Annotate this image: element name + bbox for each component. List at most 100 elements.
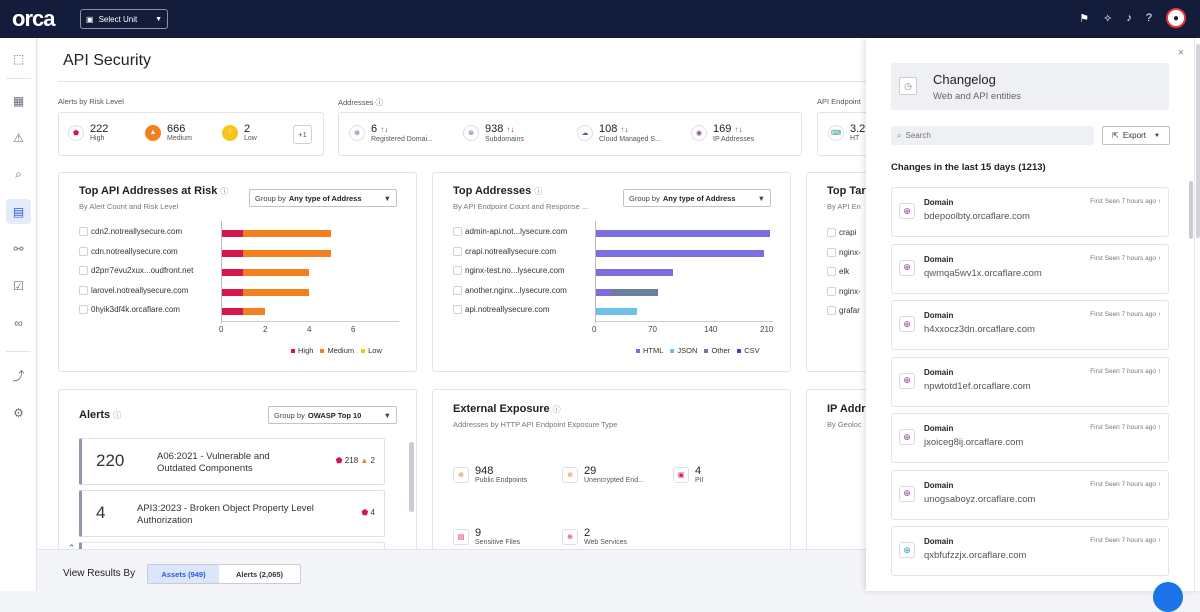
exposure-webservices[interactable]: ⊕ 2 Web Services: [562, 527, 627, 546]
sidebar-item-graph[interactable]: ⚯: [13, 241, 24, 256]
risk-medium[interactable]: ▲ 666 Medium: [145, 123, 192, 142]
top-risk-group-select[interactable]: Group by Any type of Address ▼: [249, 189, 397, 207]
bar-high[interactable]: [221, 250, 243, 257]
unlock-globe-icon: ⊕: [562, 466, 578, 483]
sidebar-item-settings[interactable]: ⚙: [13, 405, 24, 420]
changelog-item[interactable]: ⊕ Domain h4xxocz3dn.orcaflare.com First See…: [891, 300, 1169, 350]
chart-row-label[interactable]: d2prr7evu2xux...oudfront.net: [79, 266, 193, 275]
row-label: cdn.notreallysecure.com: [91, 247, 178, 256]
top-targets-row[interactable]: grafar: [827, 306, 860, 315]
bar-medium[interactable]: [243, 308, 265, 315]
legend-high: High: [291, 346, 313, 355]
sidebar-item-automation[interactable]: ⤴: [12, 369, 25, 383]
addr-ip[interactable]: ◉ 169 ↑↓ IP Addresses: [691, 123, 754, 143]
public-globe-icon: ⊕: [453, 466, 469, 483]
changelog-search[interactable]: ⌕: [891, 126, 1094, 145]
bar-segment[interactable]: [611, 289, 659, 296]
domain-icon: [79, 247, 88, 256]
changelog-item[interactable]: ⊕ Domain bdepoolbty.orcaflare.com First See…: [891, 187, 1169, 237]
bell-icon[interactable]: ♪: [1126, 12, 1132, 24]
bar-medium[interactable]: [243, 250, 331, 257]
help-icon[interactable]: ?: [1145, 12, 1152, 24]
domain-icon: [79, 266, 88, 275]
chart-row-label[interactable]: another.nginx...lysecure.com: [453, 286, 567, 295]
exposure-public[interactable]: ⊕ 948 Public Endpoints: [453, 465, 527, 484]
chart-row-label[interactable]: admin-api.not...lysecure.com: [453, 227, 567, 236]
sidebar-item-integrations[interactable]: ∞: [14, 315, 23, 330]
changelog-item[interactable]: ⊕ Domain unogsaboyz.orcaflare.com First See…: [891, 469, 1169, 520]
unit-select[interactable]: ▣ Select Unit ▼: [80, 9, 168, 29]
chat-button[interactable]: [1153, 582, 1183, 612]
risk-card[interactable]: ⬟ 222 High ▲ 666 Medium ! 2 Low +1: [58, 112, 324, 156]
y-axis: [595, 221, 596, 323]
changelog-item[interactable]: ⊕ Domain qxbfufzzjx.orcaflare.com First See…: [891, 526, 1169, 576]
globe-icon: ⊕: [899, 429, 915, 445]
bar-high[interactable]: [221, 230, 243, 237]
bar-segment[interactable]: [595, 269, 674, 276]
chart-row-label[interactable]: nginx-test.no...lysecure.com: [453, 266, 565, 275]
chart-row-label[interactable]: crapi.notreallysecure.com: [453, 247, 556, 256]
sidebar-item-compliance[interactable]: ☑: [13, 278, 24, 293]
alert-row[interactable]: 4 API3:2023 - Broken Object Property Lev…: [79, 490, 385, 537]
more-risk-button[interactable]: +1: [293, 125, 312, 144]
risk-high-value: 222: [90, 123, 109, 135]
changelog-item[interactable]: ⊕ Domain jxoiceg8ij.orcaflare.com First See…: [891, 413, 1169, 463]
top-targets-row[interactable]: nginx-: [827, 248, 861, 257]
exposure-sensitive[interactable]: ▤ 9 Sensitive Files: [453, 527, 520, 546]
sidebar-item-cube[interactable]: ⬚: [12, 51, 25, 66]
flag-icon[interactable]: ⚑: [1079, 12, 1090, 25]
avatar[interactable]: ●: [1166, 8, 1186, 28]
top-addresses-group-select[interactable]: Group by Any type of Address ▼: [623, 189, 771, 207]
export-button[interactable]: ⇱ Export ▼: [1102, 126, 1170, 145]
alert-row[interactable]: 220 A06:2021 - Vulnerable and Outdated Co…: [79, 438, 385, 485]
sidebar-item-search[interactable]: ⌕: [15, 167, 22, 181]
bar-segment[interactable]: [595, 289, 611, 296]
top-targets-row[interactable]: elk: [827, 267, 849, 276]
sidebar-item-api[interactable]: ▤: [6, 199, 31, 224]
panel-scrollbar[interactable]: [1189, 181, 1193, 239]
search-input[interactable]: [905, 131, 1076, 140]
endpoints-card[interactable]: ⌨ 3.2 HT: [817, 112, 866, 156]
addr-cloud[interactable]: ☁ 108 ↑↓ Cloud Managed S...: [577, 123, 661, 143]
addresses-card[interactable]: ⊕ 6 ↑↓ Registered Domai... ⊛ 938 ↑↓ Subdomai…: [338, 112, 802, 156]
alerts-scrollbar[interactable]: [409, 442, 414, 512]
bar-high[interactable]: [221, 289, 243, 296]
bar-high[interactable]: [221, 308, 243, 315]
top-targets-row[interactable]: crapi: [827, 228, 856, 237]
chart-row-label[interactable]: 0hyik3df4k.orcaflare.com: [79, 305, 180, 314]
close-icon[interactable]: ×: [1177, 47, 1184, 59]
addr-domains[interactable]: ⊕ 6 ↑↓ Registered Domai...: [349, 123, 433, 143]
chart-row-label[interactable]: cdn.notreallysecure.com: [79, 247, 178, 256]
bar-segment[interactable]: [595, 250, 764, 257]
domain-icon: [453, 305, 462, 314]
bar-medium[interactable]: [243, 289, 309, 296]
risk-high[interactable]: ⬟ 222 High: [68, 123, 108, 142]
page-scrollbar[interactable]: [1194, 38, 1200, 591]
alerts-group-select[interactable]: Group by OWASP Top 10 ▼: [268, 406, 397, 424]
changelog-item[interactable]: ⊕ Domain npwtotd1ef.orcaflare.com First See…: [891, 356, 1169, 407]
first-seen: First Seen 7 hours ago ↑: [1090, 537, 1161, 544]
risk-low[interactable]: ! 2 Low: [222, 123, 257, 142]
bar-high[interactable]: [221, 269, 243, 276]
assets-tab[interactable]: Assets (949): [148, 565, 219, 583]
page-scrollbar-thumb[interactable]: [1196, 44, 1200, 238]
chevron-down-icon: ▼: [1153, 132, 1160, 139]
top-targets-row[interactable]: nginx-: [827, 287, 861, 296]
changelog-item[interactable]: ⊕ Domain qwmqa5wv1x.orcaflare.com First See…: [891, 243, 1169, 294]
sidebar-item-dashboard[interactable]: ▦: [12, 93, 25, 108]
bar-segment[interactable]: [595, 230, 771, 237]
top-bar: orca ▣ Select Unit ▼ ⚑ ✧ ♪ ? ●: [0, 0, 1200, 38]
chart-row-label[interactable]: api.notreallysecure.com: [453, 305, 549, 314]
bar-medium[interactable]: [243, 269, 309, 276]
sidebar-item-alerts[interactable]: ⚠: [13, 130, 24, 145]
chart-row-label[interactable]: cdn2.notreallysecure.com: [79, 227, 182, 236]
megaphone-icon[interactable]: ✧: [1103, 12, 1113, 25]
bar-segment[interactable]: [595, 308, 638, 315]
exposure-unencrypted[interactable]: ⊕ 29 Unencrypted End...: [562, 465, 644, 484]
addr-subdomains[interactable]: ⊛ 938 ↑↓ Subdomains: [463, 123, 524, 143]
bar-medium[interactable]: [243, 230, 331, 237]
exposure-pii[interactable]: ▣ 4 PII: [673, 465, 704, 484]
alerts-tab[interactable]: Alerts (2,065): [235, 569, 284, 579]
orca-logo[interactable]: orca: [12, 6, 55, 31]
chart-row-label[interactable]: larovel.notreallysecure.com: [79, 286, 188, 295]
